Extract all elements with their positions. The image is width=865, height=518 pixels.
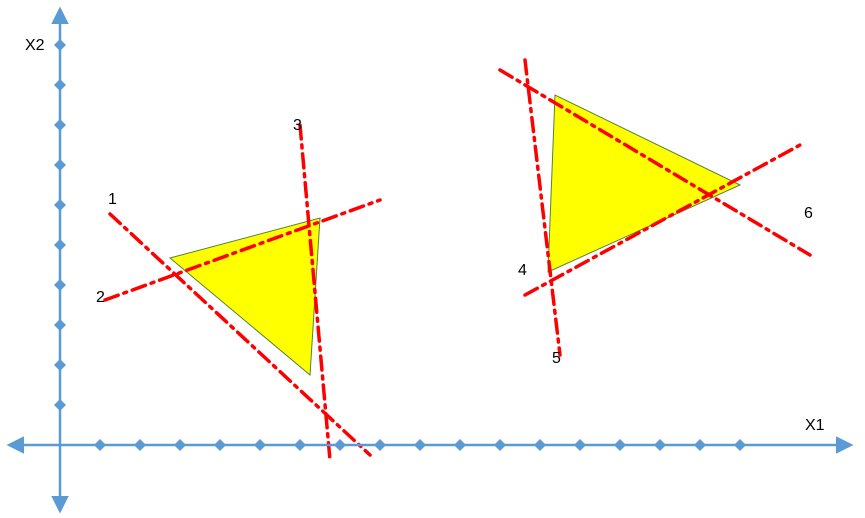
axis-tick <box>54 359 66 371</box>
line-6 <box>500 70 810 255</box>
axis-tick <box>254 439 266 451</box>
axis-tick <box>734 439 746 451</box>
y-axis-label: X2 <box>25 37 45 54</box>
axis-tick <box>534 439 546 451</box>
axis-tick <box>214 439 226 451</box>
constraint-label-2: 2 <box>96 289 105 306</box>
constraint-label-1: 1 <box>108 191 117 208</box>
constraint-label-3: 3 <box>293 117 302 134</box>
axis-tick <box>654 439 666 451</box>
axis-tick <box>54 199 66 211</box>
axis-tick <box>54 79 66 91</box>
axis-tick <box>174 439 186 451</box>
axis-tick <box>454 439 466 451</box>
axis-tick <box>294 439 306 451</box>
constraint-label-5: 5 <box>552 350 561 367</box>
axis-tick <box>414 439 426 451</box>
axis-tick <box>134 439 146 451</box>
axis-tick <box>494 439 506 451</box>
triangle-left <box>170 218 320 375</box>
axis-tick <box>54 399 66 411</box>
axis-tick <box>54 319 66 331</box>
axis-tick <box>694 439 706 451</box>
axis-tick <box>54 119 66 131</box>
axis-tick <box>54 279 66 291</box>
axis-tick <box>374 439 386 451</box>
axis-tick <box>614 439 626 451</box>
axis-tick <box>54 239 66 251</box>
axis-tick <box>54 159 66 171</box>
x-axis-label: X1 <box>805 417 825 434</box>
axis-tick <box>54 39 66 51</box>
axis-tick <box>574 439 586 451</box>
triangle-right <box>548 95 740 272</box>
constraint-label-4: 4 <box>518 262 527 279</box>
axis-tick <box>334 439 346 451</box>
axis-tick <box>94 439 106 451</box>
constraint-label-6: 6 <box>804 205 813 222</box>
